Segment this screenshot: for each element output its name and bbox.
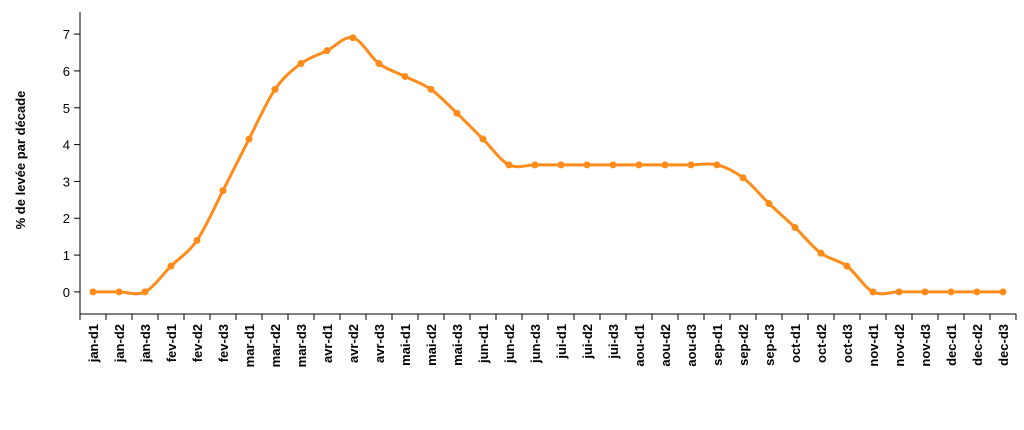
data-point [89, 288, 97, 296]
data-point [947, 288, 955, 296]
x-tick-label: jun-d2 [502, 324, 517, 364]
x-tick-label: jan-d3 [138, 324, 153, 363]
x-tick-label: nov-d1 [866, 324, 881, 367]
x-tick-label: avr-d3 [372, 324, 387, 363]
data-point [817, 249, 825, 257]
data-point [895, 288, 903, 296]
data-point [115, 288, 123, 296]
data-point [843, 262, 851, 270]
data-point [999, 288, 1007, 296]
x-tick-label: jun-d1 [476, 324, 491, 364]
y-tick-label: 6 [63, 64, 70, 79]
x-tick-label: dec-d2 [970, 324, 985, 366]
x-tick-label: mar-d3 [294, 324, 309, 367]
data-point [271, 85, 279, 93]
y-tick-label: 5 [63, 101, 70, 116]
data-point [401, 72, 409, 80]
data-point [141, 288, 149, 296]
x-tick-label: dec-d3 [996, 324, 1011, 366]
data-point [167, 262, 175, 270]
series-line-group [89, 34, 1007, 296]
x-tick-label: nov-d3 [918, 324, 933, 367]
data-point [245, 135, 253, 143]
data-point [791, 223, 799, 231]
x-tick-label: jui-d3 [606, 324, 621, 360]
data-point [323, 47, 331, 55]
y-tick-label: 3 [63, 174, 70, 189]
data-point [219, 187, 227, 195]
x-tick-label: oct-d3 [840, 324, 855, 363]
x-tick-label: nov-d2 [892, 324, 907, 367]
x-tick-label: oct-d1 [788, 324, 803, 363]
x-tick-label: mai-d1 [398, 324, 413, 366]
x-tick-label: mar-d2 [268, 324, 283, 367]
x-tick-label: oct-d2 [814, 324, 829, 363]
y-tick-label: 0 [63, 285, 70, 300]
data-point [505, 161, 513, 169]
x-tick-label: sep-d3 [762, 324, 777, 366]
data-point [635, 161, 643, 169]
data-point [713, 161, 721, 169]
y-tick-label: 1 [63, 248, 70, 263]
data-point [193, 236, 201, 244]
data-point [661, 161, 669, 169]
x-tick-label: fev-d2 [190, 324, 205, 362]
y-tick-label: 4 [63, 138, 70, 153]
x-tick-label: jui-d1 [554, 324, 569, 360]
x-tick-label: fev-d1 [164, 324, 179, 362]
data-point [609, 161, 617, 169]
data-point [349, 34, 357, 42]
data-point [869, 288, 877, 296]
data-point [427, 85, 435, 93]
data-point [479, 135, 487, 143]
x-tick-label: jan-d1 [86, 324, 101, 363]
x-axis: jan-d1 jan-d2 jan-d3 fev-d1 fev-d2 fev-d3 mar-… [79, 313, 1017, 367]
x-tick-label: avr-d2 [346, 324, 361, 363]
x-tick-label: sep-d1 [710, 324, 725, 366]
x-tick-label: mar-d1 [242, 324, 257, 367]
x-tick-label: jun-d3 [528, 324, 543, 364]
y-tick-label: 7 [63, 27, 70, 42]
x-tick-label: aou-d2 [658, 324, 673, 367]
series-line [93, 36, 1003, 296]
data-point [375, 60, 383, 68]
data-point [557, 161, 565, 169]
x-tick-label: avr-d1 [320, 324, 335, 363]
y-axis: 0 1 2 3 4 5 6 7 [63, 12, 81, 314]
x-tick-label: jan-d2 [112, 324, 127, 363]
data-point [531, 161, 539, 169]
x-tick-label: jui-d2 [580, 324, 595, 360]
x-tick-label: mai-d2 [424, 324, 439, 366]
data-point [739, 174, 747, 182]
data-point [921, 288, 929, 296]
x-tick-label: aou-d3 [684, 324, 699, 367]
data-point [297, 60, 305, 68]
y-tick-label: 2 [63, 211, 70, 226]
data-point [973, 288, 981, 296]
data-point [765, 200, 773, 208]
y-axis-title: % de levée par décade [13, 91, 28, 230]
data-point [453, 109, 461, 117]
x-tick-label: sep-d2 [736, 324, 751, 366]
x-tick-label: mai-d3 [450, 324, 465, 366]
x-tick-label: fev-d3 [216, 324, 231, 362]
x-tick-label: aou-d1 [632, 324, 647, 367]
x-tick-label: dec-d1 [944, 324, 959, 366]
data-point [583, 161, 591, 169]
data-point [687, 161, 695, 169]
